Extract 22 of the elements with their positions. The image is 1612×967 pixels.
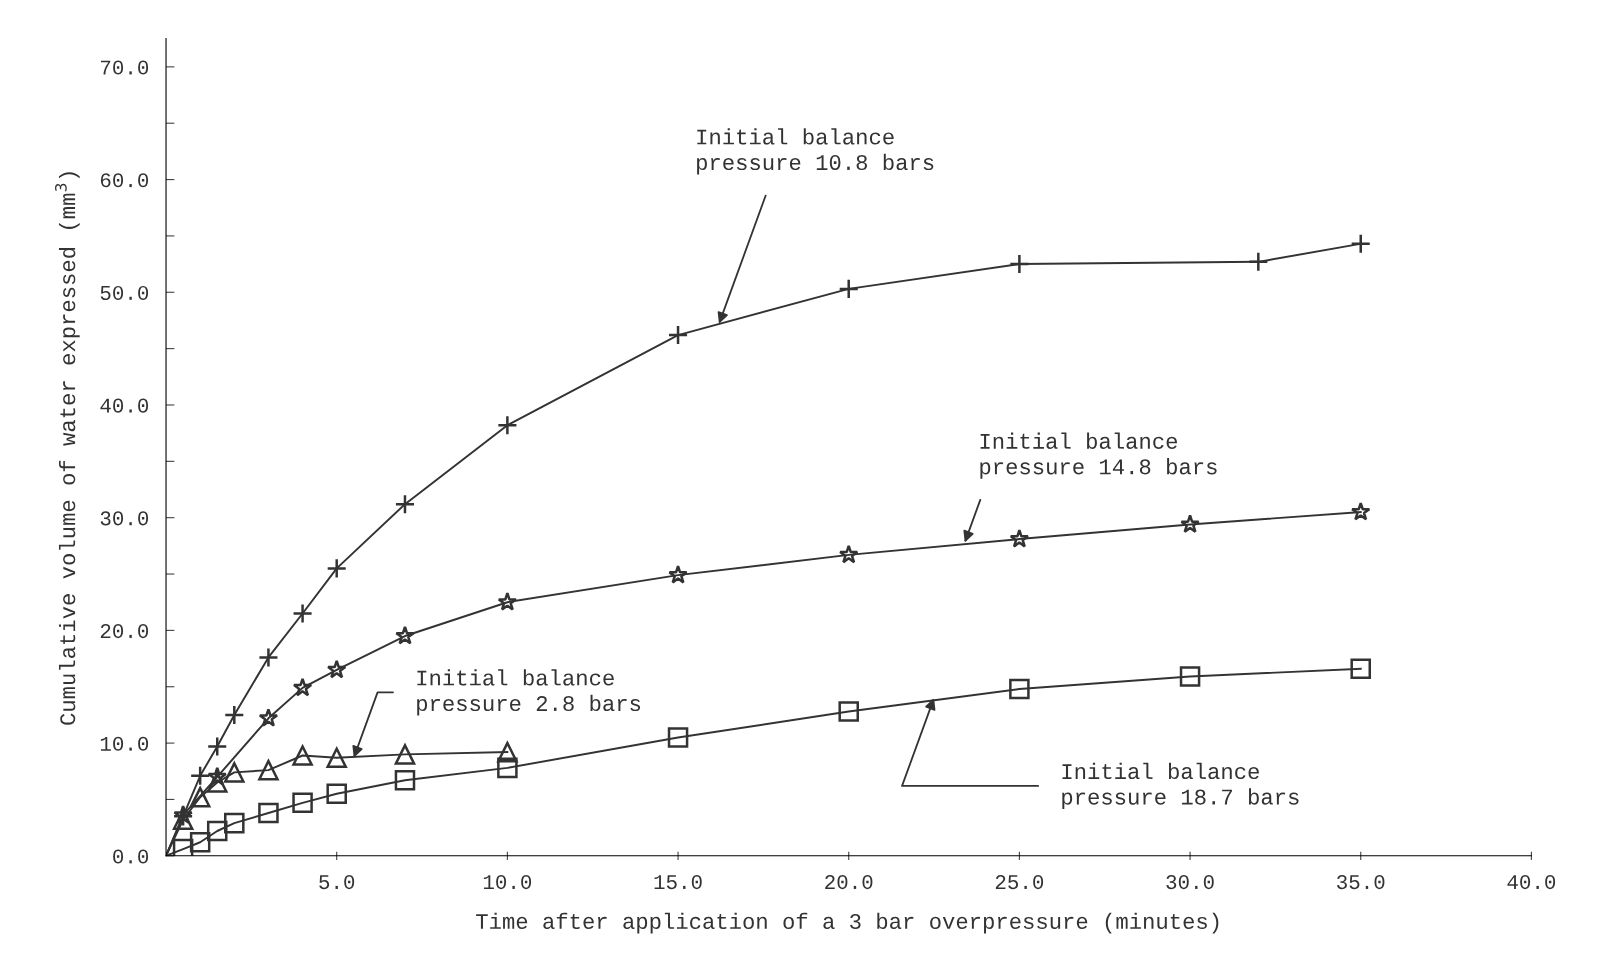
annotation: Initial balance pressure 14.8 bars	[980, 432, 1217, 479]
x-tick-label: 30.0	[1166, 875, 1214, 890]
y-tick-label: 0.0	[113, 849, 149, 864]
annotation: Initial balance pressure 18.7 bars	[1062, 762, 1299, 810]
y-tick-label: 20.0	[100, 624, 149, 639]
x-tick-label: 25.0	[995, 875, 1044, 890]
y-tick-label: 50.0	[100, 285, 149, 301]
x-tick-label: 35.0	[1337, 875, 1385, 890]
x-tick-label: 40.0	[1507, 875, 1556, 890]
x-axis-title: Time after application of a 3 bar overpressure (minutes)	[476, 912, 1219, 934]
x-tick-label: 10.0	[483, 875, 532, 890]
y-axis-title: Cumulative volume of water expressed (mm$^{3}$)	[55, 172, 80, 725]
annotation: Initial balance pressure 2.8 bars	[417, 669, 641, 716]
x-tick-label: 5.0	[319, 875, 355, 890]
y-tick-label: 40.0	[100, 398, 149, 413]
y-tick-label: 60.0	[100, 173, 149, 188]
y-tick-label: 70.0	[100, 60, 149, 75]
y-tick-label: 10.0	[100, 736, 149, 751]
annotation: Initial balance pressure 10.8 bars	[697, 128, 934, 175]
x-tick-label: 15.0	[654, 875, 702, 890]
y-tick-label: 30.0	[100, 511, 149, 526]
x-tick-label: 20.0	[825, 875, 873, 890]
